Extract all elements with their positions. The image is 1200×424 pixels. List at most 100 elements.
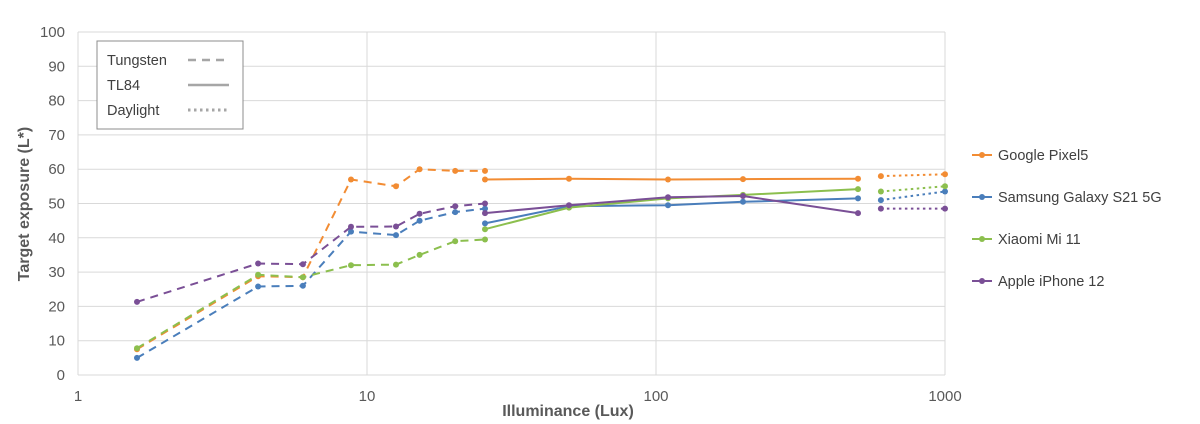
y-axis-ticks: 0 10 20 30 40 50 60 70 80 90 100	[40, 24, 65, 384]
x-axis-title: Illuminance (Lux)	[502, 403, 634, 420]
data-point	[877, 205, 884, 212]
series-legend-label: Samsung Galaxy S21 5G	[998, 190, 1162, 206]
style-legend-label: Tungsten	[107, 53, 167, 69]
data-point	[740, 176, 746, 183]
data-point	[482, 200, 488, 207]
series-line-tl84	[484, 188, 859, 231]
series-line-tungsten	[136, 207, 486, 359]
x-tick-label: 10	[359, 388, 376, 405]
data-point	[877, 173, 884, 180]
x-axis-ticks: 1 10 100 1000	[74, 388, 962, 405]
y-tick-label: 0	[57, 367, 65, 384]
data-point	[348, 228, 354, 235]
data-point	[482, 205, 488, 212]
data-point	[566, 202, 572, 209]
data-point	[665, 194, 671, 201]
y-tick-label: 100	[40, 24, 65, 41]
y-tick-label: 30	[48, 264, 65, 281]
y-axis-title: Target exposure (L*)	[16, 127, 33, 281]
y-tick-label: 70	[48, 127, 65, 144]
series-line-tungsten	[136, 168, 485, 351]
data-point	[393, 261, 399, 268]
x-tick-label: 100	[643, 388, 668, 405]
series-legend-marker	[979, 194, 985, 200]
series-line-tungsten	[136, 202, 486, 303]
data-point	[255, 283, 262, 290]
data-point	[855, 210, 861, 217]
data-point	[393, 232, 399, 239]
y-tick-label: 40	[48, 230, 65, 247]
y-tick-label: 90	[48, 58, 65, 75]
data-point	[855, 175, 861, 182]
y-tick-label: 80	[48, 93, 65, 110]
data-point	[942, 183, 948, 190]
data-point	[665, 176, 671, 183]
series-legend: Google Pixel5 Samsung Galaxy S21 5G Xiaomi…	[972, 148, 1162, 290]
data-point	[348, 223, 354, 230]
series-apple-iphone-12	[134, 193, 948, 305]
data-point	[942, 171, 948, 178]
data-point	[482, 167, 488, 174]
data-point	[134, 345, 140, 352]
data-point	[482, 210, 488, 217]
series-line-tungsten	[136, 238, 486, 350]
style-legend-label: TL84	[107, 78, 140, 94]
data-point	[855, 195, 861, 202]
data-point	[393, 223, 399, 230]
data-point	[452, 203, 459, 210]
data-point	[299, 282, 306, 289]
y-tick-label: 20	[48, 298, 65, 315]
x-tick-label: 1	[74, 388, 82, 405]
y-tick-label: 60	[48, 161, 65, 178]
data-point	[877, 197, 884, 204]
data-point	[348, 262, 354, 269]
data-point	[482, 176, 488, 183]
data-point	[416, 166, 423, 173]
data-point	[134, 298, 140, 305]
data-point	[740, 198, 746, 205]
series-line-daylight	[880, 190, 946, 202]
data-point	[452, 238, 459, 245]
series-legend-marker	[979, 152, 985, 158]
data-point	[566, 175, 572, 182]
y-tick-label: 50	[48, 196, 65, 213]
series-line-tl84	[484, 197, 859, 225]
data-point	[416, 217, 423, 224]
data-point	[482, 220, 488, 227]
data-point	[416, 210, 423, 217]
data-point	[482, 226, 488, 233]
style-legend-label: Daylight	[107, 103, 159, 119]
data-point	[452, 209, 459, 216]
y-tick-label: 10	[48, 333, 65, 350]
data-point	[855, 186, 861, 193]
data-point	[299, 261, 306, 268]
series-legend-label: Apple iPhone 12	[998, 274, 1104, 290]
series-line-tl84	[484, 177, 859, 181]
data-point	[393, 183, 399, 190]
data-point	[255, 271, 262, 278]
data-point	[877, 188, 884, 195]
line-style-legend: Tungsten TL84 Daylight	[96, 40, 244, 130]
series-legend-label: Google Pixel5	[998, 148, 1088, 164]
series-legend-marker	[979, 236, 985, 242]
data-point	[299, 274, 306, 281]
data-point	[452, 167, 459, 174]
data-point	[348, 176, 354, 183]
data-point	[665, 202, 671, 209]
series-legend-marker	[979, 278, 985, 284]
series-google-pixel5	[134, 166, 948, 353]
x-tick-label: 1000	[928, 388, 961, 405]
data-point	[942, 205, 948, 212]
data-point	[482, 236, 488, 243]
series-legend-label: Xiaomi Mi 11	[998, 232, 1081, 248]
series-line-daylight	[880, 185, 946, 193]
plot-series	[134, 166, 948, 361]
data-point	[134, 354, 140, 361]
data-point	[942, 188, 948, 195]
data-point	[255, 260, 262, 267]
data-point	[740, 193, 746, 199]
series-samsung-galaxy-s21-5g	[134, 188, 948, 361]
data-point	[416, 251, 423, 258]
series-line-daylight	[880, 173, 946, 178]
